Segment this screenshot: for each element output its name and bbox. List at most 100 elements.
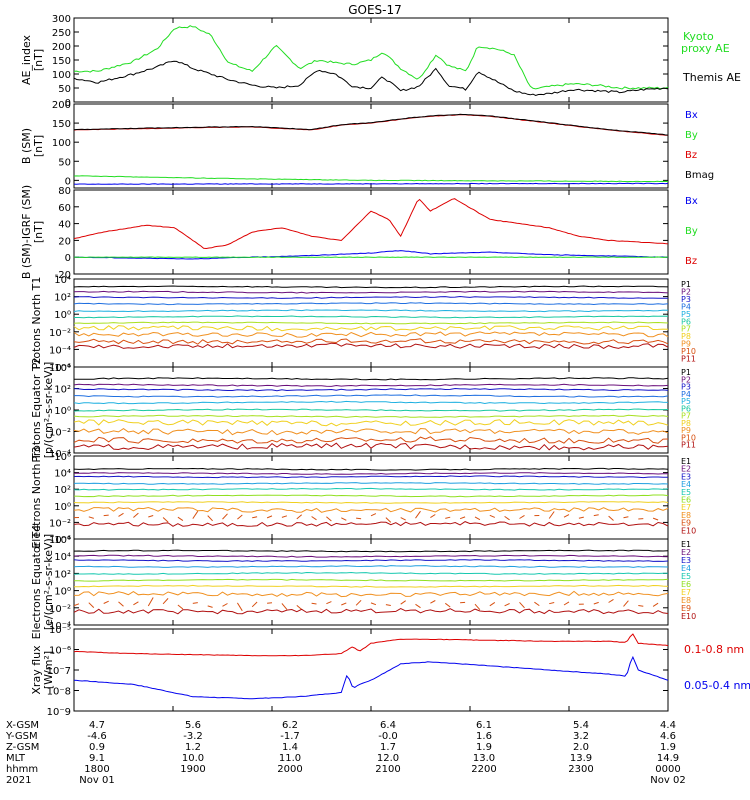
channel-segment (236, 602, 243, 612)
y-axis-unit: [e/(cm²-s-sr-keV)] (42, 534, 55, 630)
legend-entry: P9 (681, 426, 691, 435)
ephemeris-value: 6.4 (380, 720, 396, 731)
y-tick-label: 100 (52, 138, 71, 149)
channel-segment (222, 513, 228, 520)
ephemeris-value: 11.0 (279, 753, 301, 764)
panel-7: 10⁻⁴ 10⁻² 10⁰ 10² 10⁴ 10⁶ Electrons Equator T4… (30, 525, 696, 640)
y-tick-label: 10⁻² (49, 604, 71, 615)
series-line-bx (73, 182, 669, 185)
channel-segment (192, 602, 198, 604)
channel-line-p8 (73, 325, 669, 332)
y-axis-unit: [nT] (32, 221, 45, 243)
channel-segment (400, 600, 406, 605)
legend-entry: E1 (681, 457, 691, 466)
channel-line-e3 (73, 559, 669, 562)
channel-line-p6 (74, 315, 669, 319)
channel-segment (370, 513, 377, 517)
channel-segment (638, 605, 644, 607)
y-tick-label: 10⁻9 (47, 707, 71, 718)
channel-segment (504, 515, 510, 521)
legend-entry: By (685, 226, 698, 237)
channel-segment (177, 604, 184, 610)
channel-segment (356, 517, 362, 520)
y-tick-label: 0 (65, 176, 71, 187)
channel-segment (355, 599, 362, 606)
series-line-bz (73, 114, 668, 136)
channel-line-p3 (73, 295, 669, 299)
y-axis-label: Electrons North T3 (30, 446, 43, 548)
legend-entry: Themis AE (682, 71, 741, 84)
y-tick-label: 10² (54, 293, 71, 304)
figure-title: GOES-17 (348, 3, 402, 17)
legend-entry: E1 (681, 540, 691, 549)
ephemeris-table: X-GSM 4.7 5.6 6.2 6.4 6.1 5.4 4.4 Y-GSM -4.6 -3.2 -… (5, 720, 686, 786)
y-axis-label: B (SM) (20, 128, 33, 164)
channel-segment (162, 517, 169, 523)
channel-line-e6 (73, 494, 669, 498)
channel-segment (519, 601, 525, 609)
y-tick-label: 100 (52, 70, 71, 81)
channel-line-p1 (74, 377, 669, 381)
series-line-bmag (73, 113, 669, 136)
y-tick-label: 10⁴ (54, 552, 71, 563)
y-tick-label: 40 (58, 220, 71, 231)
panel-frame (73, 189, 669, 275)
ephemeris-value: 12.0 (377, 753, 399, 764)
ephemeris-value: 2000 (277, 764, 302, 775)
channel-line-p1 (73, 285, 669, 289)
ephemeris-value: 13.9 (570, 753, 592, 764)
channel-line-e8 (73, 590, 669, 598)
ephemeris-label: X-GSM (6, 720, 39, 731)
series-line-kyoto-proxy-ae (73, 25, 669, 90)
channel-segment (652, 602, 659, 607)
y-tick-label: 80 (58, 186, 71, 197)
series-line-by (73, 175, 668, 183)
series-line-themis-ae (73, 60, 669, 97)
channel-segment (103, 514, 109, 517)
channel-line-p10 (73, 436, 669, 444)
y-tick-label: 10⁰ (54, 587, 71, 598)
channel-segment (133, 512, 139, 518)
channel-segment (415, 510, 421, 519)
channel-segment (563, 601, 570, 606)
ephemeris-label: 2021 (6, 775, 31, 786)
ephemeris-value: Nov 01 (79, 775, 114, 786)
channel-line-e3 (73, 475, 668, 479)
channel-segment (504, 603, 510, 607)
channel-segment (252, 516, 258, 519)
y-tick-label: 10⁰ (54, 310, 71, 321)
channel-segment (489, 514, 495, 518)
channel-segment (88, 516, 94, 519)
legend-entry: E4 (681, 480, 691, 489)
channel-segment (281, 515, 288, 518)
legend: Bx By Bz Bmag (685, 110, 714, 181)
channel-segment (177, 516, 184, 522)
channel-segment (563, 514, 570, 518)
ephemeris-value: 6.2 (282, 720, 298, 731)
ephemeris-value: 10.0 (182, 753, 204, 764)
y-tick-label: 10⁻⁴ (49, 345, 71, 356)
channel-line-e4 (73, 565, 669, 568)
legend-entry: Kyoto (683, 30, 714, 43)
legend-entry: P9 (681, 340, 691, 349)
panel-5: 10⁻⁴ 10⁻² 10⁰ 10² 10⁴ Protons Equator T2 [p/(c… (30, 357, 696, 462)
series-line-by (74, 256, 668, 258)
channel-line-p2 (73, 290, 669, 294)
ephemeris-value: Nov 02 (650, 775, 685, 786)
channel-line-e2 (74, 472, 668, 475)
legend-entry: Bx (685, 110, 698, 121)
channel-segment (370, 602, 377, 606)
channel-segment (445, 516, 451, 519)
channel-segment (296, 605, 303, 610)
channel-line-e2 (73, 554, 669, 558)
y-axis-unit: [W/m²] (42, 651, 55, 689)
panel-frame (73, 103, 669, 189)
channel-line-e10 (73, 521, 669, 527)
channel-segment (296, 514, 303, 520)
channel-segment (415, 603, 421, 609)
legend-entry: P1 (681, 368, 691, 377)
panel-3: -20 0 20 40 60 80 B (SM)-IGRF (SM) [nT] Bx By Bz (20, 185, 698, 281)
ephemeris-value: 1.4 (282, 742, 298, 753)
